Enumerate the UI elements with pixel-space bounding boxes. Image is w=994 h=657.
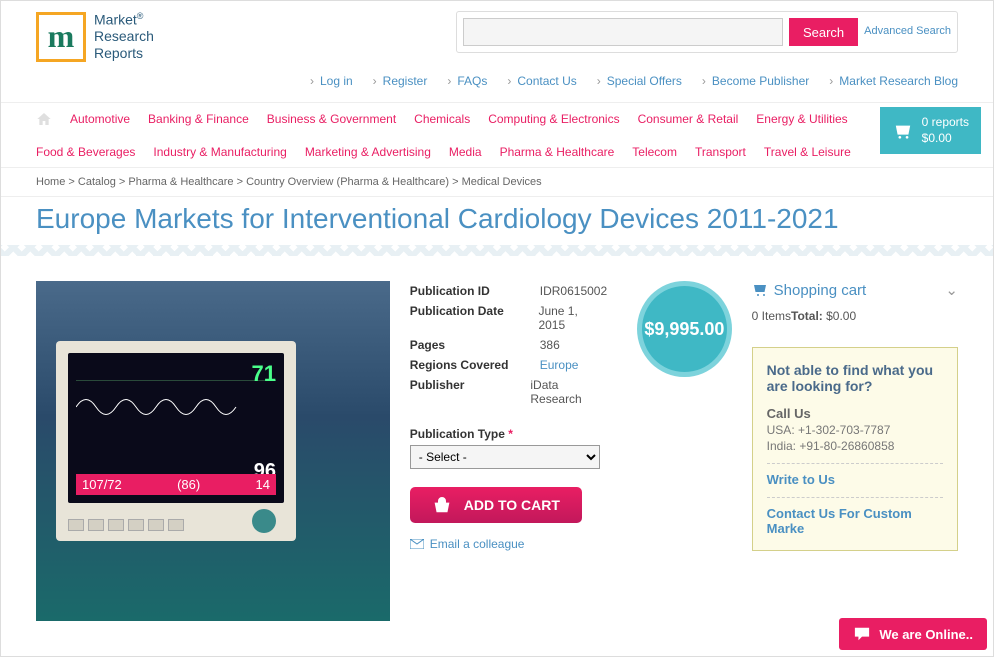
cart-total-value: $0.00	[826, 309, 856, 323]
advanced-search-link[interactable]: Advanced Search	[864, 25, 951, 38]
nav-contact[interactable]: Contact Us	[507, 74, 576, 88]
cat-pharma[interactable]: Pharma & Healthcare	[500, 145, 615, 159]
logo-line2: Research	[94, 28, 154, 45]
pubtype-select[interactable]: - Select -	[410, 445, 600, 469]
chat-widget[interactable]: We are Online..	[839, 618, 987, 650]
shopping-cart-toggle[interactable]: Shopping cart ⌄	[752, 281, 958, 299]
pubtype-label: Publication Type *	[410, 427, 607, 441]
cart-small-icon	[752, 283, 768, 297]
monitor-bp2: (86)	[177, 477, 200, 492]
monitor-bp1: 107/72	[82, 477, 122, 492]
email-colleague-link[interactable]: Email a colleague	[410, 537, 607, 551]
category-nav: Automotive Banking & Finance Business & …	[1, 102, 993, 168]
crumb-pharma[interactable]: Pharma & Healthcare	[128, 176, 233, 188]
sidebar: Shopping cart ⌄ 0 ItemsTotal: $0.00 Not …	[752, 281, 958, 621]
nav-register[interactable]: Register	[373, 74, 428, 88]
cat-travel[interactable]: Travel & Leisure	[764, 145, 851, 159]
mail-icon	[410, 539, 424, 549]
label-pages: Pages	[410, 338, 540, 352]
search-button[interactable]: Search	[789, 18, 858, 46]
cat-automotive[interactable]: Automotive	[70, 112, 130, 126]
cat-industry[interactable]: Industry & Manufacturing	[153, 145, 286, 159]
nav-login[interactable]: Log in	[310, 74, 353, 88]
cat-banking[interactable]: Banking & Finance	[148, 112, 249, 126]
crumb-country[interactable]: Country Overview (Pharma & Healthcare)	[246, 176, 449, 188]
crumb-home[interactable]: Home	[36, 176, 65, 188]
nav-faqs[interactable]: FAQs	[447, 74, 487, 88]
breadcrumb: Home > Catalog > Pharma & Healthcare > C…	[1, 168, 993, 197]
home-icon[interactable]	[36, 111, 52, 127]
cart-total: $0.00	[922, 131, 969, 147]
chevron-down-icon: ⌄	[945, 281, 958, 299]
cart-summary[interactable]: 0 reports $0.00	[880, 107, 981, 154]
add-to-cart-button[interactable]: ADD TO CART	[410, 487, 582, 523]
crumb-devices[interactable]: Medical Devices	[462, 176, 542, 188]
label-pubid: Publication ID	[410, 284, 540, 298]
monitor-bp3: 14	[256, 477, 270, 492]
phone-india: India: +91-80-26860858	[767, 439, 943, 453]
custom-research-link[interactable]: Contact Us For Custom Marke	[767, 497, 943, 536]
val-pages: 386	[540, 338, 560, 352]
cart-icon	[892, 122, 914, 140]
call-label: Call Us	[767, 406, 943, 421]
product-info: Publication IDIDR0615002 Publication Dat…	[410, 281, 607, 621]
cat-energy[interactable]: Energy & Utilities	[756, 112, 847, 126]
cat-business[interactable]: Business & Government	[267, 112, 396, 126]
cat-food[interactable]: Food & Beverages	[36, 145, 135, 159]
help-title: Not able to find what you are looking fo…	[767, 362, 943, 394]
cat-computing[interactable]: Computing & Electronics	[488, 112, 619, 126]
val-regions[interactable]: Europe	[540, 358, 579, 372]
nav-publisher[interactable]: Become Publisher	[702, 74, 809, 88]
cat-marketing[interactable]: Marketing & Advertising	[305, 145, 431, 159]
label-regions: Regions Covered	[410, 358, 540, 372]
cat-media[interactable]: Media	[449, 145, 482, 159]
cat-telecom[interactable]: Telecom	[632, 145, 677, 159]
label-publisher: Publisher	[410, 378, 531, 406]
monitor-hr: 71	[252, 361, 276, 387]
basket-icon	[432, 497, 452, 513]
val-pubid: IDR0615002	[540, 284, 607, 298]
cat-transport[interactable]: Transport	[695, 145, 746, 159]
nav-blog[interactable]: Market Research Blog	[829, 74, 958, 88]
cart-item-count: 0 Items	[752, 309, 791, 323]
logo[interactable]: m Market® Research Reports	[36, 11, 154, 62]
logo-line1: Market	[94, 12, 137, 28]
help-box: Not able to find what you are looking fo…	[752, 347, 958, 551]
label-pubdate: Publication Date	[410, 304, 539, 332]
val-pubdate: June 1, 2015	[538, 304, 607, 332]
phone-usa: USA: +1-302-703-7787	[767, 423, 943, 437]
product-image: 71 96 107/72 (86) 14	[36, 281, 390, 621]
search-bar: Search Advanced Search	[456, 11, 958, 53]
logo-line3: Reports	[94, 45, 154, 62]
nav-offers[interactable]: Special Offers	[597, 74, 682, 88]
page-title: Europe Markets for Interventional Cardio…	[36, 203, 958, 235]
search-input[interactable]	[463, 18, 783, 46]
cart-total-label: Total:	[791, 309, 823, 323]
val-publisher: iData Research	[530, 378, 607, 406]
cat-chemicals[interactable]: Chemicals	[414, 112, 470, 126]
chat-icon	[853, 626, 871, 642]
write-to-us-link[interactable]: Write to Us	[767, 463, 943, 487]
cart-reports: 0 reports	[922, 115, 969, 131]
cat-consumer[interactable]: Consumer & Retail	[638, 112, 739, 126]
crumb-catalog[interactable]: Catalog	[78, 176, 116, 188]
price-badge: $9,995.00	[637, 281, 732, 377]
top-nav: Log in Register FAQs Contact Us Special …	[1, 62, 993, 102]
